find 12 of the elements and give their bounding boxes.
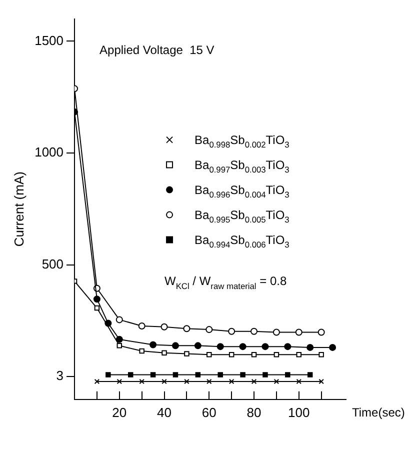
x-tick-label: 40: [157, 404, 172, 420]
y-axis-title: Current (mA): [11, 172, 26, 247]
x-tick-label: 60: [202, 404, 216, 420]
x-tick-label: 100: [288, 404, 310, 420]
y-tick-label: 500: [42, 256, 64, 272]
x-tick-label: 80: [246, 404, 262, 420]
x-axis-title: Time(sec): [352, 406, 405, 420]
annotation: Applied Voltage 15 V: [100, 42, 214, 57]
y-tick-label: 1000: [34, 144, 64, 160]
x-tick-label: 20: [112, 404, 127, 420]
y-tick-label: 3: [56, 368, 64, 383]
y-tick-label: 1500: [34, 32, 64, 48]
